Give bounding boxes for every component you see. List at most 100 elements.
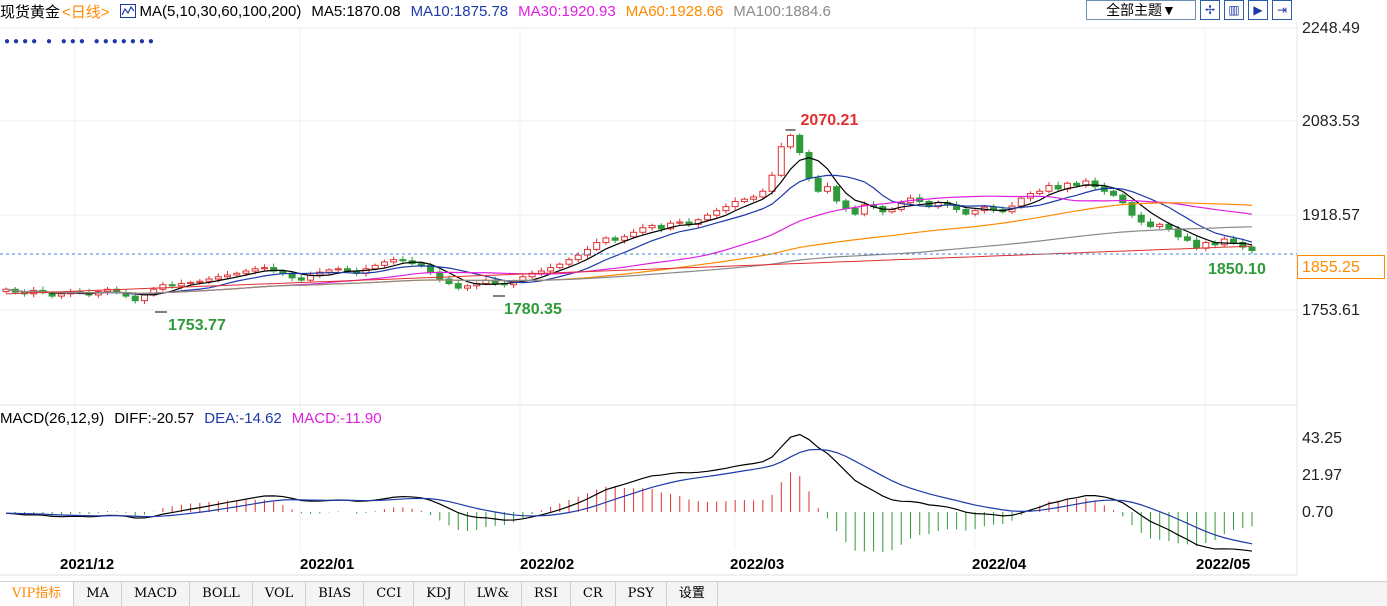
candle-body — [842, 200, 850, 209]
candle-body — [990, 206, 998, 210]
instrument-name: 现货黄金 — [0, 3, 61, 21]
ma5-value: MA5:1870.08 — [311, 2, 401, 20]
ma60-value: MA60:1928.66 — [625, 2, 724, 20]
candle-body — [787, 134, 795, 148]
candle-body — [750, 196, 758, 200]
candle-body — [703, 214, 711, 221]
time-axis-label: 2021/12 — [60, 556, 114, 573]
candle-body — [1017, 197, 1025, 207]
ma-label: MA(5,10,30,60,100,200) — [139, 2, 302, 20]
tab-macd[interactable]: MACD — [122, 582, 191, 606]
tab-lw[interactable]: LW& — [465, 582, 523, 606]
ma10-value: MA10:1875.78 — [410, 2, 509, 20]
candle-body — [1119, 194, 1127, 204]
candle-body — [796, 134, 804, 154]
candle-body — [445, 278, 453, 285]
candle-body — [1248, 246, 1256, 252]
ma100-value: MA100:1884.6 — [733, 2, 831, 20]
candle-body — [177, 283, 185, 287]
current-price-tag: 1855.25 — [1297, 255, 1385, 279]
tab-kdj[interactable]: KDJ — [414, 582, 465, 606]
candle-body — [574, 254, 582, 261]
candle-body — [722, 206, 730, 212]
indicator-tabs: VIP指标 MA MACD BOLL VOL BIAS CCI KDJ LW& … — [0, 581, 1387, 606]
candle-body — [233, 272, 241, 276]
tab-vip[interactable]: VIP指标 — [0, 582, 75, 606]
candle-body — [731, 201, 739, 208]
ma-settings-icon[interactable] — [119, 4, 136, 18]
theme-dropdown-button[interactable]: 全部主题▼ — [1086, 0, 1196, 20]
tab-settings[interactable]: 设置 — [667, 582, 718, 606]
candle-body — [694, 219, 702, 225]
last-low-annotation: 1850.10 — [1208, 261, 1266, 278]
tab-cci[interactable]: CCI — [364, 582, 415, 606]
time-axis-label: 2022/05 — [1196, 556, 1250, 573]
candle-body — [547, 267, 555, 272]
macd-macd-value: MACD:-11.90 — [291, 410, 382, 427]
bar-chart-icon[interactable]: ▥ — [1224, 0, 1244, 20]
candle-body — [1174, 228, 1182, 238]
candle-body — [399, 259, 407, 262]
candle-body — [260, 267, 268, 270]
tab-psy[interactable]: PSY — [616, 582, 667, 606]
candle-body — [583, 248, 591, 256]
candle-body — [620, 236, 628, 241]
macd-axis-label: 0.70 — [1302, 504, 1333, 521]
low2-annotation: 1780.35 — [504, 301, 562, 318]
tab-rsi[interactable]: RSI — [522, 582, 571, 606]
candle-body — [1220, 238, 1228, 246]
ma30-line — [5, 195, 1253, 294]
candle-body — [657, 224, 665, 230]
candle-body — [630, 231, 638, 238]
kline-chart[interactable]: 2248.49 2083.53 1918.57 1753.61 2070.21 1753.… — [0, 0, 1387, 581]
macd-diff-value: DIFF:-20.57 — [114, 410, 195, 427]
ma100-line — [5, 226, 1253, 294]
candle-body — [57, 293, 65, 297]
tab-boll[interactable]: BOLL — [190, 582, 253, 606]
candle-body — [556, 263, 564, 269]
candle-body — [648, 224, 656, 229]
candle-body — [380, 261, 388, 266]
candle-body — [777, 146, 785, 176]
candle-body — [1110, 190, 1118, 196]
crosshair-icon[interactable]: ✢ — [1200, 0, 1220, 20]
candle-body — [1230, 238, 1238, 244]
candle-body — [251, 268, 259, 272]
candle-body — [962, 208, 970, 215]
macd-header: MACD(26,12,9) DIFF:-20.57 DEA:-14.62 MACD:-… — [0, 410, 392, 427]
candle-body — [1146, 221, 1154, 228]
forward-icon[interactable]: ⇥ — [1272, 0, 1292, 20]
candle-body — [676, 221, 684, 224]
period-selector[interactable]: <日线> — [62, 3, 110, 21]
candle-body — [667, 222, 675, 230]
candle-body — [1239, 242, 1247, 248]
tab-bias[interactable]: BIAS — [306, 582, 365, 606]
candle-body — [602, 237, 610, 244]
candle-body — [196, 280, 204, 283]
time-axis-label: 2022/04 — [972, 556, 1027, 573]
ma60-line — [5, 202, 1253, 294]
ma5-line — [5, 157, 1253, 296]
price-axis-label: 2083.53 — [1302, 113, 1360, 130]
tab-ma[interactable]: MA — [74, 582, 122, 606]
candle-body — [454, 283, 462, 289]
candle-body — [740, 198, 748, 203]
tab-cr[interactable]: CR — [571, 582, 616, 606]
candle-body — [168, 284, 176, 287]
candle-body — [187, 281, 195, 285]
indicator-header: 现货黄金 <日线> MA(5,10,30,60,100,200) MA5:187… — [0, 0, 1300, 22]
candle-body — [768, 174, 776, 192]
ma200-line — [5, 245, 1253, 295]
candle-body — [1156, 223, 1164, 228]
candle-body — [823, 186, 831, 192]
candle-body — [1036, 190, 1044, 195]
tab-vol[interactable]: VOL — [253, 582, 307, 606]
candle-body — [30, 289, 38, 295]
candle-body — [224, 274, 232, 278]
play-icon[interactable]: ▶ — [1248, 0, 1268, 20]
candle-body — [140, 294, 148, 302]
time-axis-label: 2022/02 — [520, 556, 574, 573]
low1-annotation: 1753.77 — [168, 317, 226, 334]
candle-body — [593, 242, 601, 250]
ma10-line — [5, 174, 1253, 295]
